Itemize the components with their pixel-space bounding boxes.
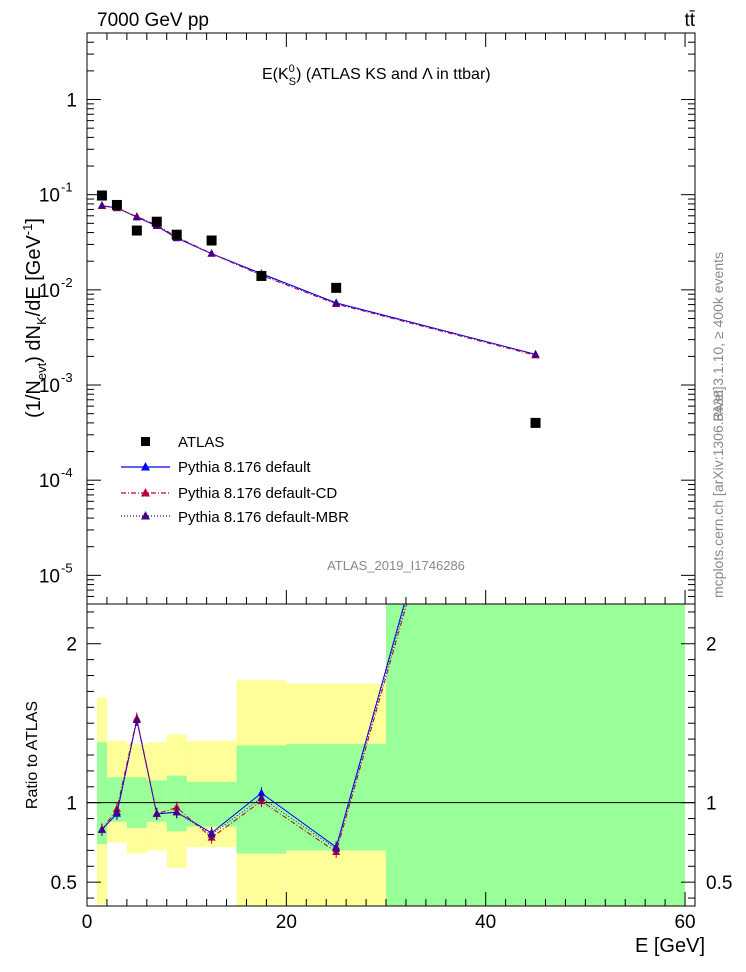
y-tick-label: 10 [39, 376, 60, 397]
ratio-point-2 [172, 807, 181, 816]
legend-marker-atlas [141, 437, 150, 446]
y-tick-label-exponent: -1 [61, 180, 73, 195]
main-plot-marks [96, 190, 541, 428]
rivet-label: Rivet 3.1.10, ≥ 400k events [710, 252, 726, 422]
series-line-2 [101, 204, 536, 355]
x-axis-label: E [GeV] [635, 935, 705, 957]
y-tick-label: 10 [39, 471, 60, 492]
ratio-point-2 [97, 825, 106, 833]
series-point-2 [132, 212, 141, 221]
mcplots-label: mcplots.cern.ch [arXiv:1306.3436] [710, 386, 726, 598]
ratio-point-2 [207, 829, 216, 838]
y-tick-label: 10 [39, 566, 60, 587]
legend-marker-default-cd [141, 488, 150, 497]
ratio-tick-label-right: 0.5 [706, 873, 732, 894]
ratio-y-axis: 0.5 0.5 1 1 2 2 [51, 611, 732, 899]
series-point-2 [207, 249, 216, 257]
x-axis: 0 20 40 60 [82, 33, 696, 933]
x-tick-label: 40 [475, 912, 496, 933]
y-tick-label: 10 [39, 281, 60, 302]
energy-label: 7000 GeV pp [97, 10, 209, 31]
ratio-tick-label-right: 2 [706, 635, 717, 656]
ratio-plot-marks [97, 604, 408, 858]
legend: ATLAS Pythia 8.176 default Pythia 8.176 … [121, 434, 349, 526]
legend-label-default-mbr: Pythia 8.176 default-MBR [178, 509, 349, 526]
series-point-2 [97, 200, 106, 209]
series-point-2 [332, 298, 341, 307]
ratio-uncertainty-bands [96, 604, 686, 906]
chart-title: E(K0 S) (ATLAS KS and Λ in ttbar) [262, 63, 491, 88]
atlas-data-point [131, 225, 142, 236]
ratio-point-2 [152, 809, 161, 817]
ratio-point-2 [332, 844, 341, 852]
inner-band-bin [386, 604, 686, 906]
x-tick-label: 20 [276, 912, 297, 933]
process-label: tt̄ [684, 10, 695, 31]
ratio-tick-label: 0.5 [51, 873, 77, 894]
analysis-id: ATLAS_2019_I1746286 [327, 558, 465, 573]
atlas-data-point [206, 235, 217, 246]
ratio-point-2 [132, 715, 141, 724]
inner-band-bin [96, 742, 107, 845]
x-tick-label: 0 [82, 912, 93, 933]
ratio-tick-label: 1 [66, 794, 77, 815]
inner-band-bin [286, 743, 387, 851]
atlas-data-point [151, 216, 162, 227]
ratio-point-2 [112, 807, 121, 816]
y-tick-label: 10 [39, 186, 60, 207]
y-tick-label: 1 [66, 91, 77, 112]
inner-band-bin [186, 782, 237, 827]
ratio-line-1 [101, 604, 408, 853]
y-tick-label-exponent: -4 [61, 465, 73, 480]
atlas-data-point [530, 417, 541, 428]
legend-marker-default-mbr [141, 511, 150, 520]
y-tick-label-exponent: -2 [61, 275, 73, 290]
atlas-data-point [256, 270, 267, 281]
ratio-point-2 [257, 793, 266, 801]
x-tick-label: 60 [674, 912, 695, 933]
ratio-y-axis-label: Ratio to ATLAS [24, 701, 41, 809]
legend-marker-default [141, 462, 150, 471]
legend-label-default-cd: Pythia 8.176 default-CD [178, 485, 337, 502]
atlas-data-point [96, 190, 107, 201]
ratio-tick-label: 2 [66, 635, 77, 656]
legend-label-atlas: ATLAS [178, 434, 224, 451]
ratio-tick-label-right: 1 [706, 794, 717, 815]
series-line-0 [101, 205, 536, 355]
series-line-1 [101, 205, 536, 356]
series-point-2 [531, 349, 540, 358]
main-y-axis: 10 -510 -410 -310 -210 -11 [39, 32, 695, 597]
ratio-line-2 [101, 604, 406, 850]
atlas-data-point [331, 282, 342, 293]
legend-label-default: Pythia 8.176 default [178, 459, 311, 476]
y-tick-label-exponent: -3 [61, 370, 73, 385]
atlas-data-point [111, 199, 122, 210]
y-axis-label: (1/Nevt) dNK/dE [GeV-1] [20, 218, 49, 418]
y-tick-label-exponent: -5 [61, 560, 73, 575]
atlas-data-point [171, 229, 182, 240]
